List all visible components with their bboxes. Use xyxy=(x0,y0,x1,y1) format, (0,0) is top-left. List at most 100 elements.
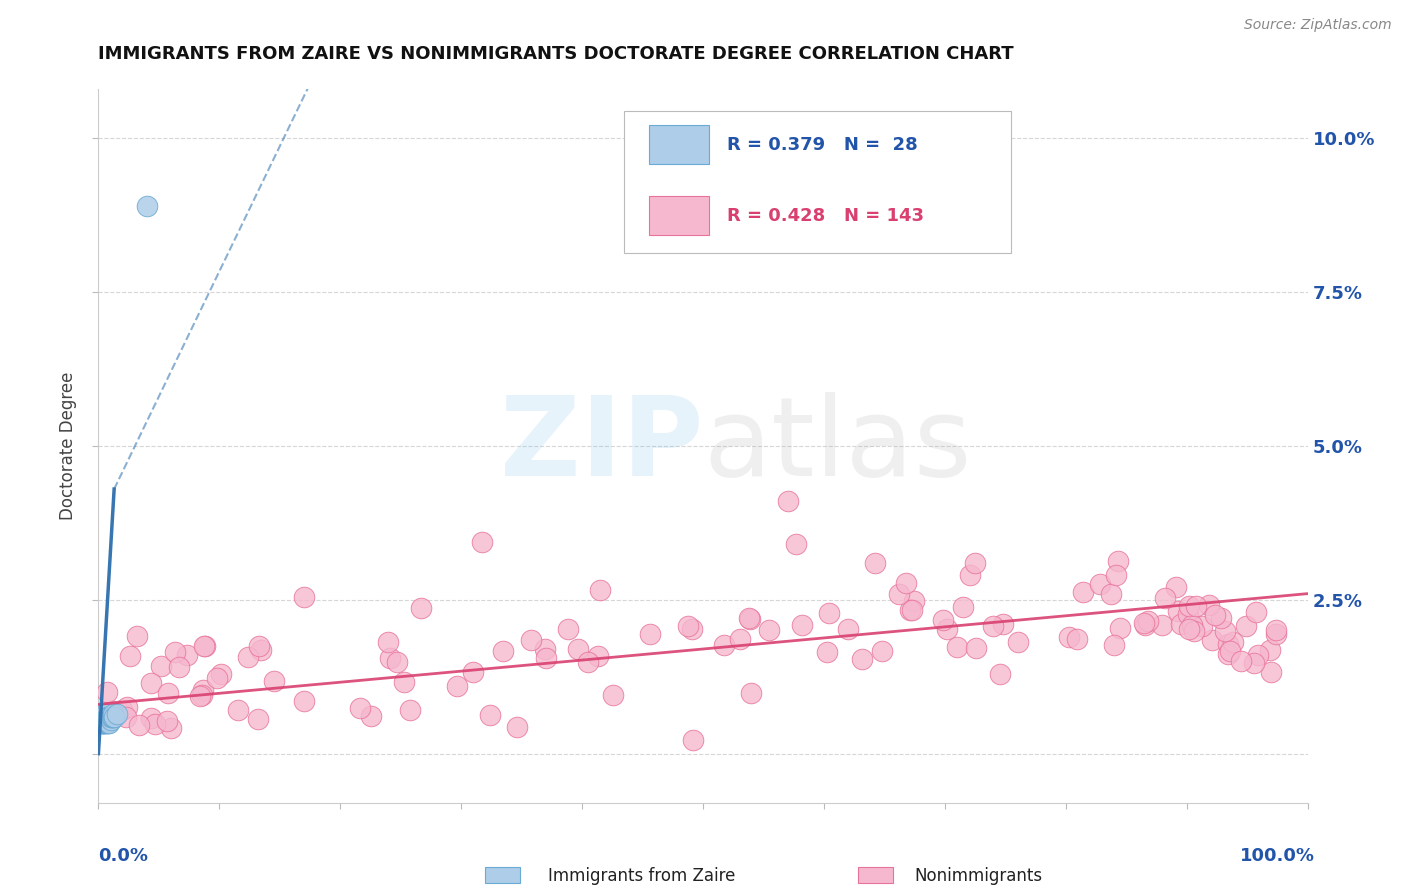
Point xyxy=(1170,617,1192,632)
Point xyxy=(1137,614,1160,628)
Point xyxy=(194,639,217,653)
Point xyxy=(740,612,762,626)
Point xyxy=(1264,623,1286,637)
Point xyxy=(1213,624,1236,639)
Point xyxy=(730,632,752,647)
Point xyxy=(141,675,163,690)
Point xyxy=(952,600,974,615)
Point xyxy=(100,713,122,727)
Point xyxy=(932,614,955,628)
Point xyxy=(385,655,408,669)
Point xyxy=(236,649,259,664)
Point xyxy=(1258,643,1281,657)
Point xyxy=(478,708,501,723)
Point xyxy=(94,715,117,730)
Point xyxy=(193,683,215,698)
Point xyxy=(160,721,183,735)
Point xyxy=(96,709,118,723)
Point xyxy=(863,556,886,570)
Point xyxy=(100,709,122,723)
Point xyxy=(1066,632,1088,647)
Point xyxy=(1109,621,1132,635)
Bar xyxy=(648,125,709,164)
Point xyxy=(576,656,599,670)
Point xyxy=(589,583,612,598)
Point xyxy=(91,709,114,723)
Point xyxy=(193,639,215,653)
Point xyxy=(1198,598,1220,612)
Point xyxy=(471,534,494,549)
Point xyxy=(292,590,315,604)
Point xyxy=(837,623,859,637)
Point xyxy=(990,667,1012,681)
Point xyxy=(1133,615,1156,630)
Point xyxy=(1216,637,1239,651)
Point xyxy=(461,665,484,680)
Point xyxy=(446,679,468,693)
Point xyxy=(586,648,609,663)
Point xyxy=(567,642,589,657)
Point xyxy=(226,703,249,717)
Point xyxy=(135,199,157,213)
Point xyxy=(1150,617,1173,632)
Point xyxy=(205,671,228,685)
Point xyxy=(887,587,910,601)
Point xyxy=(946,640,969,654)
Point xyxy=(640,627,662,641)
Point xyxy=(1219,643,1241,657)
Text: Nonimmigrants: Nonimmigrants xyxy=(914,867,1042,885)
FancyBboxPatch shape xyxy=(624,111,1011,253)
Point xyxy=(935,622,957,636)
Point xyxy=(91,715,114,730)
Point xyxy=(190,689,212,703)
Point xyxy=(409,600,432,615)
Point xyxy=(534,642,557,657)
Point xyxy=(97,709,120,723)
Point xyxy=(1201,633,1223,648)
Point xyxy=(1234,618,1257,632)
Point xyxy=(1185,599,1208,613)
Point xyxy=(105,706,128,721)
Point xyxy=(1164,580,1187,594)
Point xyxy=(93,715,115,730)
Point xyxy=(1102,638,1125,652)
Point xyxy=(246,712,269,726)
Text: 100.0%: 100.0% xyxy=(1240,847,1315,864)
Point xyxy=(896,576,918,591)
Point xyxy=(163,645,186,659)
Point xyxy=(1178,599,1201,613)
Point xyxy=(249,639,271,653)
Point xyxy=(1204,608,1226,623)
Point xyxy=(91,715,114,730)
Point xyxy=(682,733,704,747)
Point xyxy=(818,606,841,620)
Y-axis label: Doctorate Degree: Doctorate Degree xyxy=(59,372,77,520)
Point xyxy=(91,709,114,723)
Point xyxy=(1088,577,1111,591)
Point xyxy=(1105,567,1128,582)
Point xyxy=(93,706,115,721)
Point xyxy=(114,710,136,724)
Point xyxy=(676,619,699,633)
Point xyxy=(176,648,198,663)
Point xyxy=(1243,656,1265,670)
Point xyxy=(1135,618,1157,632)
Point xyxy=(399,703,422,717)
Point xyxy=(143,717,166,731)
Text: R = 0.428   N = 143: R = 0.428 N = 143 xyxy=(727,207,924,225)
Point xyxy=(983,619,1005,633)
Point xyxy=(1260,665,1282,680)
Point xyxy=(1177,607,1199,622)
Point xyxy=(91,713,114,727)
Point xyxy=(169,660,191,674)
Point xyxy=(557,623,579,637)
Point xyxy=(127,629,149,643)
Point xyxy=(740,686,762,700)
Point xyxy=(1057,630,1080,644)
Point xyxy=(1178,622,1201,636)
Point xyxy=(249,643,271,657)
Point xyxy=(870,644,893,658)
Point xyxy=(94,706,117,721)
Point xyxy=(851,652,873,666)
Point xyxy=(101,706,124,721)
